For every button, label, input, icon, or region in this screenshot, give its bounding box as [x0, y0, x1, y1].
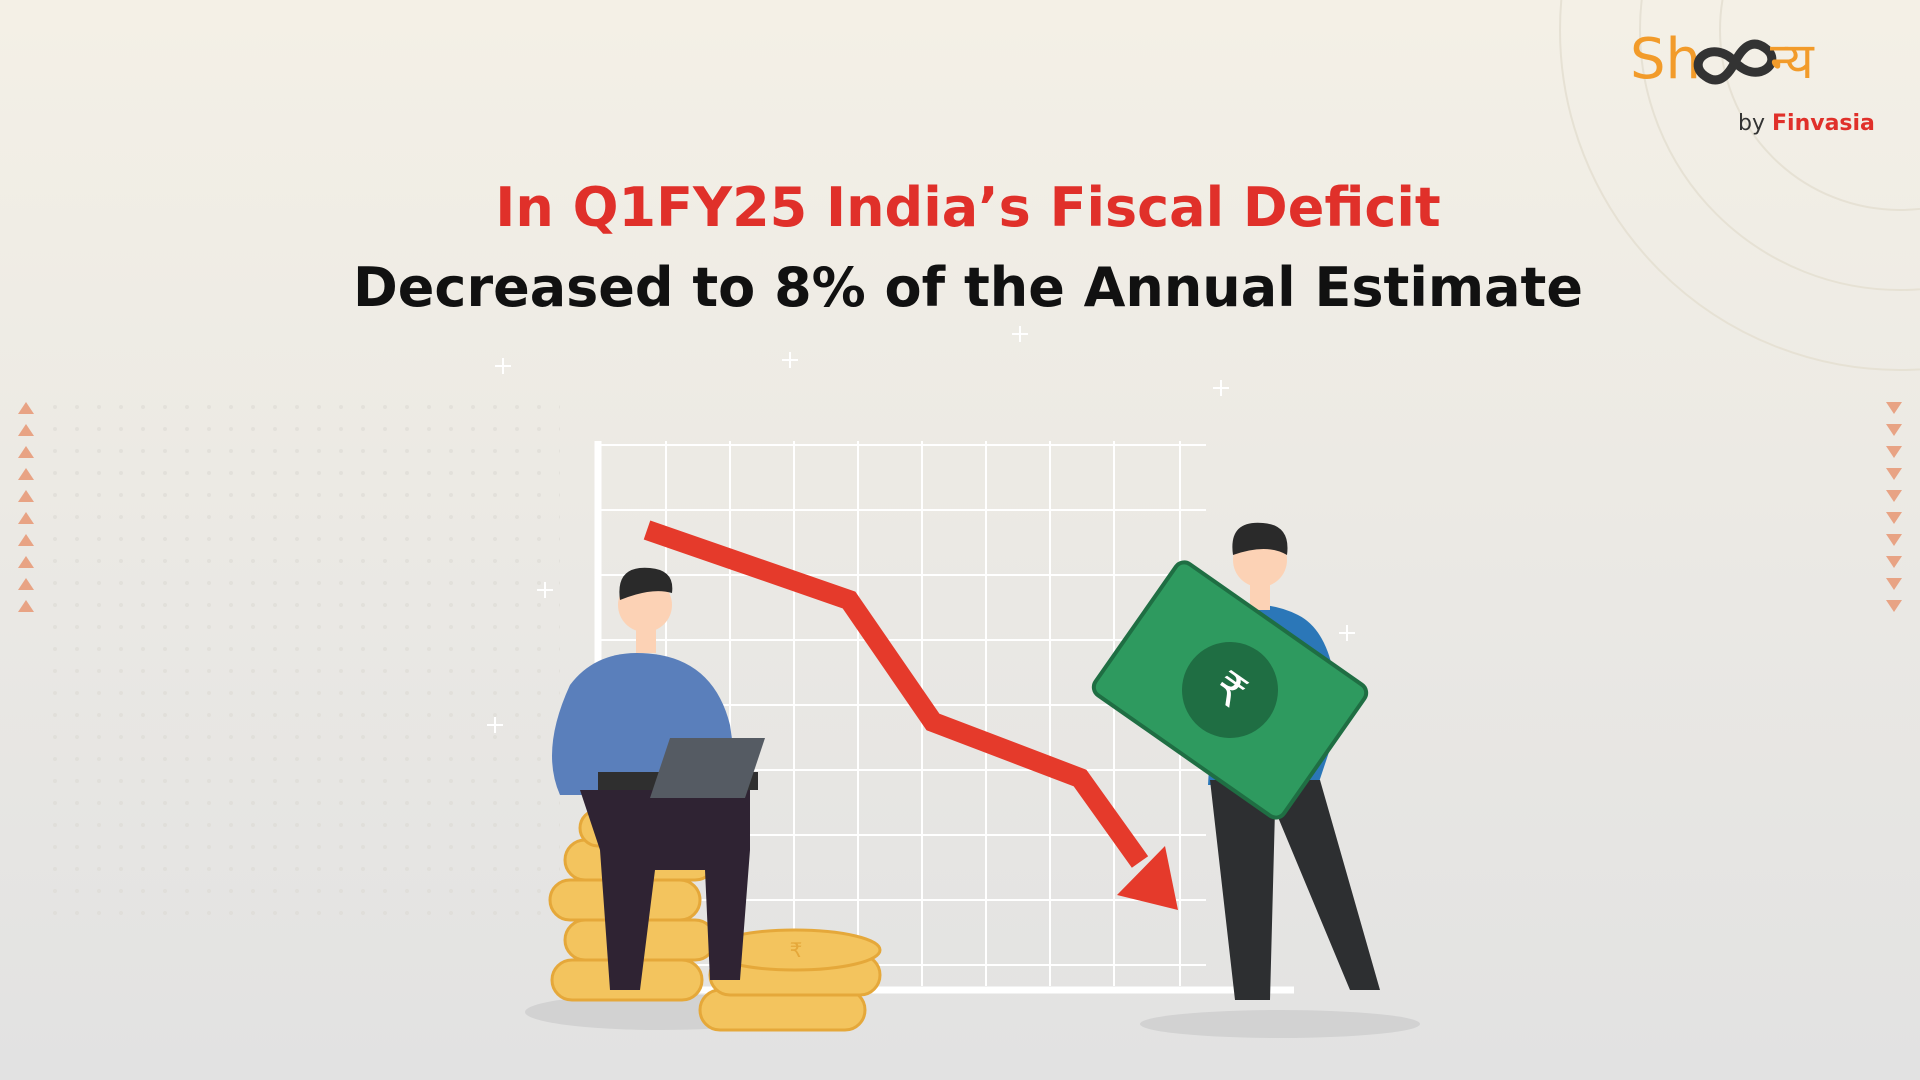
dot-pattern [40, 400, 560, 920]
trend-arrowhead [1117, 846, 1178, 910]
sitting-man [552, 567, 765, 990]
trend-arrow [643, 520, 1149, 868]
decor-arcs [1559, 0, 1920, 371]
logo-text: Sh [1630, 27, 1701, 92]
headline-line2: Decreased to 8% of the Annual Estimate [353, 256, 1583, 319]
logo-company: Finvasia [1772, 111, 1875, 136]
logo-text: न्य [1770, 32, 1815, 90]
sparkles [487, 326, 1355, 733]
logo: Sh न्य by Finvasia [1630, 27, 1875, 136]
banknote: ₹ [1091, 560, 1369, 820]
logo-infinity [1693, 39, 1777, 85]
shadow [1140, 1010, 1420, 1038]
side-triangles [18, 402, 1902, 612]
logo-by: by [1738, 111, 1765, 136]
rupee-icon: ₹ [790, 938, 803, 962]
headline-line1: In Q1FY25 India’s Fiscal Deficit [495, 176, 1440, 239]
